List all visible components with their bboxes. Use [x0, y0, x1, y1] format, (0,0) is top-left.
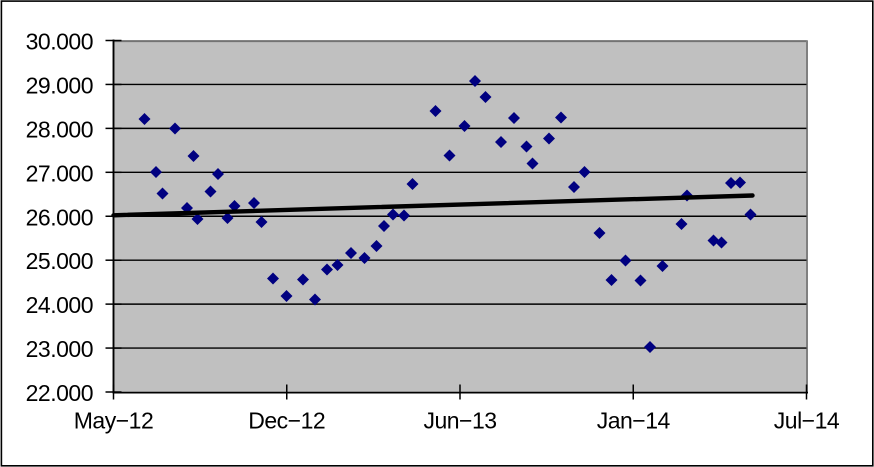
svg-text:30.000: 30.000 — [26, 29, 93, 55]
svg-text:Dec−12: Dec−12 — [248, 407, 325, 433]
svg-text:Jun−13: Jun−13 — [423, 407, 496, 433]
svg-text:May−12: May−12 — [74, 407, 153, 433]
svg-text:27.000: 27.000 — [26, 160, 93, 186]
svg-text:25.000: 25.000 — [26, 248, 93, 274]
svg-text:23.000: 23.000 — [26, 336, 93, 362]
svg-text:29.000: 29.000 — [26, 72, 93, 98]
svg-text:Jul−14: Jul−14 — [774, 407, 840, 433]
svg-text:26.000: 26.000 — [26, 204, 93, 230]
svg-text:24.000: 24.000 — [26, 292, 93, 318]
svg-text:28.000: 28.000 — [26, 116, 93, 142]
svg-text:22.000: 22.000 — [26, 380, 93, 406]
svg-text:Jan−14: Jan−14 — [597, 407, 671, 433]
